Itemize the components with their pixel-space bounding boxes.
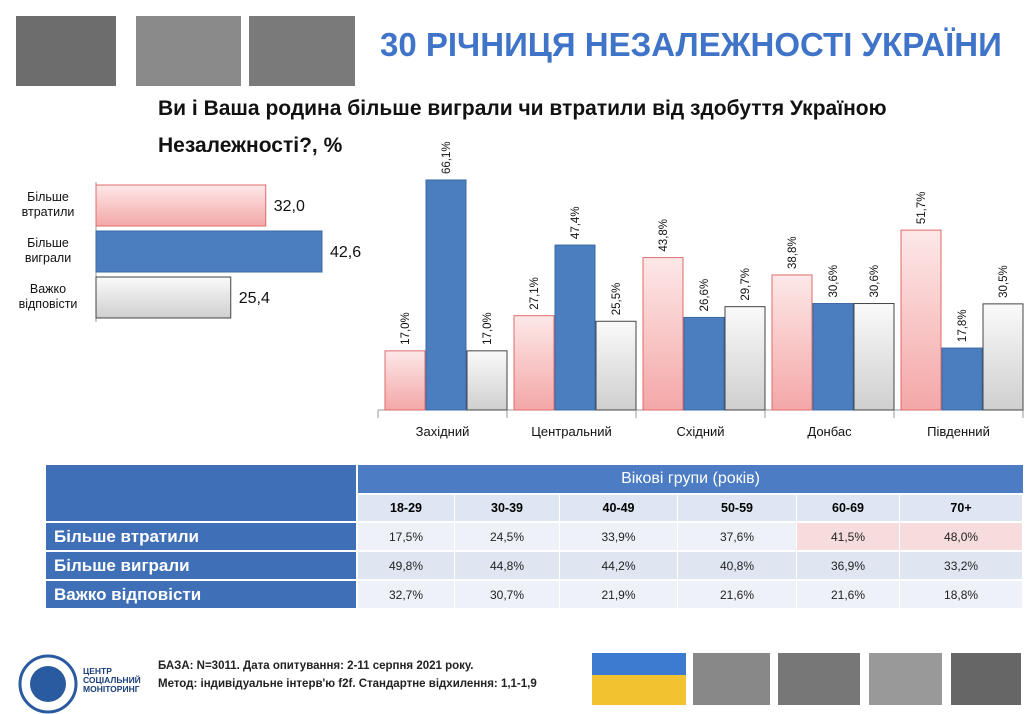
logo-text: МОНІТОРИНГ: [83, 684, 140, 694]
column-row: 18-29 30-39 40-49 50-59 60-69 70+: [46, 495, 1024, 521]
bar: [95, 230, 323, 273]
value-label: 30,6%: [869, 265, 881, 298]
bar: [384, 350, 426, 411]
bar: [812, 303, 854, 411]
category-label: Східний: [676, 424, 725, 439]
category-label: Південний: [927, 424, 990, 439]
value-label: 26,6%: [699, 279, 711, 312]
value-label: 38,8%: [787, 236, 799, 269]
bar: [95, 276, 232, 319]
column-header: 60-69: [797, 495, 900, 521]
cell: 37,6%: [678, 523, 797, 550]
value-label: 27,1%: [529, 277, 541, 310]
bar: [683, 316, 725, 411]
cell: 44,2%: [560, 552, 678, 579]
cell: 32,7%: [358, 581, 455, 608]
bar: [513, 315, 555, 411]
table-row: Важко відповісти 32,7% 30,7% 21,9% 21,6% 21,6…: [46, 581, 1024, 608]
cell: 49,8%: [358, 552, 455, 579]
column-header: 18-29: [358, 495, 455, 521]
value-label: 25,4: [239, 290, 270, 307]
bar: [595, 320, 637, 411]
header-row: Вікові групи (років): [46, 465, 1024, 521]
category-label: Більше виграли: [24, 236, 72, 265]
bar: [941, 347, 983, 411]
footer-method: Метод: індивідуальне інтерв'ю f2f. Станд…: [158, 678, 537, 690]
cell: 17,5%: [358, 523, 455, 550]
column-header: 50-59: [678, 495, 797, 521]
category-label: Більше втратили: [21, 190, 75, 219]
value-label: 17,8%: [957, 309, 969, 342]
value-label: 51,7%: [916, 191, 928, 224]
category-label: Західний: [415, 424, 470, 439]
value-label: 47,4%: [570, 206, 582, 239]
cell: 36,9%: [797, 552, 900, 579]
bar: [554, 244, 596, 411]
column-header: 70+: [900, 495, 1024, 521]
cell: 48,0%: [900, 523, 1024, 550]
table-row: Більше виграли 49,8% 44,8% 44,2% 40,8% 36,9% 3…: [46, 552, 1024, 579]
bar: [466, 350, 508, 411]
row-label: Більше виграли: [46, 552, 358, 579]
photo: [693, 653, 770, 705]
value-label: 17,0%: [482, 312, 494, 345]
value-label: 32,0: [274, 198, 305, 215]
bar: [642, 257, 684, 411]
corner: [46, 465, 358, 521]
value-label: 30,6%: [828, 265, 840, 298]
table-row: Більше втратили 17,5% 24,5% 33,9% 37,6% 41,5%…: [46, 523, 1024, 550]
cell: 18,8%: [900, 581, 1024, 608]
value-label: 43,8%: [658, 219, 670, 252]
cell: 30,7%: [455, 581, 560, 608]
photo: [249, 16, 355, 86]
value-label: 25,5%: [611, 283, 623, 316]
value-label: 17,0%: [400, 312, 412, 345]
photo: [136, 16, 241, 86]
photo: [778, 653, 860, 705]
photo: [951, 653, 1021, 705]
column-header: 30-39: [455, 495, 560, 521]
row-label: Важко відповісти: [46, 581, 358, 608]
category-label: Важко відповісти: [18, 282, 78, 311]
cell: 33,2%: [900, 552, 1024, 579]
group-header: Вікові групи (років): [358, 465, 1024, 493]
cell: 21,9%: [560, 581, 678, 608]
logo-text: СОЦІАЛЬНИЙ: [83, 675, 141, 685]
row-label: Більше втратили: [46, 523, 358, 550]
footer-base: БАЗА: N=3011. Дата опитування: 2-11 серп…: [158, 660, 474, 672]
value-label: 29,7%: [740, 268, 752, 301]
logo: [30, 666, 66, 702]
question: Ви і Ваша родина більше виграли чи втрат…: [158, 97, 887, 157]
value-label: 30,5%: [998, 265, 1010, 298]
cell: 21,6%: [797, 581, 900, 608]
bar: [900, 229, 942, 411]
age-table: Вікові групи (років) 18-29 30-39 40-49 50-59…: [46, 463, 1024, 610]
bar: [95, 184, 267, 227]
bar: [425, 179, 467, 411]
cell: 41,5%: [797, 523, 900, 550]
bar: [853, 303, 895, 411]
cell: 21,6%: [678, 581, 797, 608]
cell: 33,9%: [560, 523, 678, 550]
photo: [16, 16, 116, 86]
cell: 24,5%: [455, 523, 560, 550]
value-label: 66,1%: [441, 141, 453, 174]
bar: [724, 306, 766, 411]
logo-text: ЦЕНТР: [83, 666, 112, 676]
bar: [982, 303, 1024, 411]
category-label: Донбас: [807, 424, 852, 439]
title: 30 РІЧНИЦЯ НЕЗАЛЕЖНОСТІ УКРАЇНИ: [380, 26, 1002, 63]
flag-photo: [592, 653, 686, 675]
value-label: 42,6: [330, 244, 361, 261]
cell: 40,8%: [678, 552, 797, 579]
bar: [771, 274, 813, 411]
photo: [869, 653, 942, 705]
cell: 44,8%: [455, 552, 560, 579]
category-label: Центральний: [531, 424, 612, 439]
column-header: 40-49: [560, 495, 678, 521]
